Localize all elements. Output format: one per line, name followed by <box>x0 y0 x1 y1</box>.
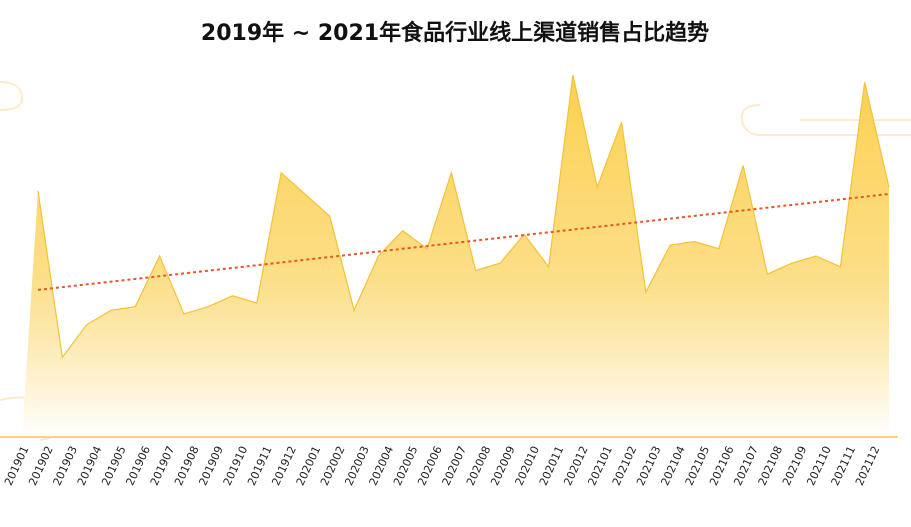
area <box>22 75 889 437</box>
area-line <box>37 74 890 359</box>
plot: 2019012019022019032019042019052019062019… <box>0 74 898 488</box>
trend-line <box>37 192 890 291</box>
chart-title: 2019年 ~ 2021年食品行业线上渠道销售占比趋势 <box>201 20 709 46</box>
